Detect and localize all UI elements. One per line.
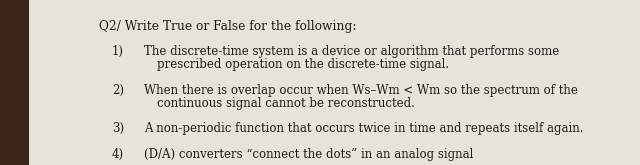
FancyBboxPatch shape	[0, 0, 29, 165]
FancyBboxPatch shape	[29, 0, 48, 165]
Text: 4): 4)	[112, 148, 124, 161]
Text: The discrete-time system is a device or algorithm that performs some: The discrete-time system is a device or …	[144, 45, 559, 58]
Text: 3): 3)	[112, 122, 124, 135]
Text: 2): 2)	[112, 84, 124, 97]
Text: Q2/ Write True or False for the following:: Q2/ Write True or False for the followin…	[99, 20, 356, 33]
Text: 1): 1)	[112, 45, 124, 58]
FancyBboxPatch shape	[29, 0, 640, 165]
Text: A non-periodic function that occurs twice in time and repeats itself again.: A non-periodic function that occurs twic…	[144, 122, 584, 135]
Text: continuous signal cannot be reconstructed.: continuous signal cannot be reconstructe…	[157, 97, 415, 110]
Text: When there is overlap occur when Ws–Wm < Wm so the spectrum of the: When there is overlap occur when Ws–Wm <…	[144, 84, 578, 97]
Text: (D/A) converters “connect the dots” in an analog signal: (D/A) converters “connect the dots” in a…	[144, 148, 474, 161]
Text: prescribed operation on the discrete-time signal.: prescribed operation on the discrete-tim…	[157, 58, 449, 71]
